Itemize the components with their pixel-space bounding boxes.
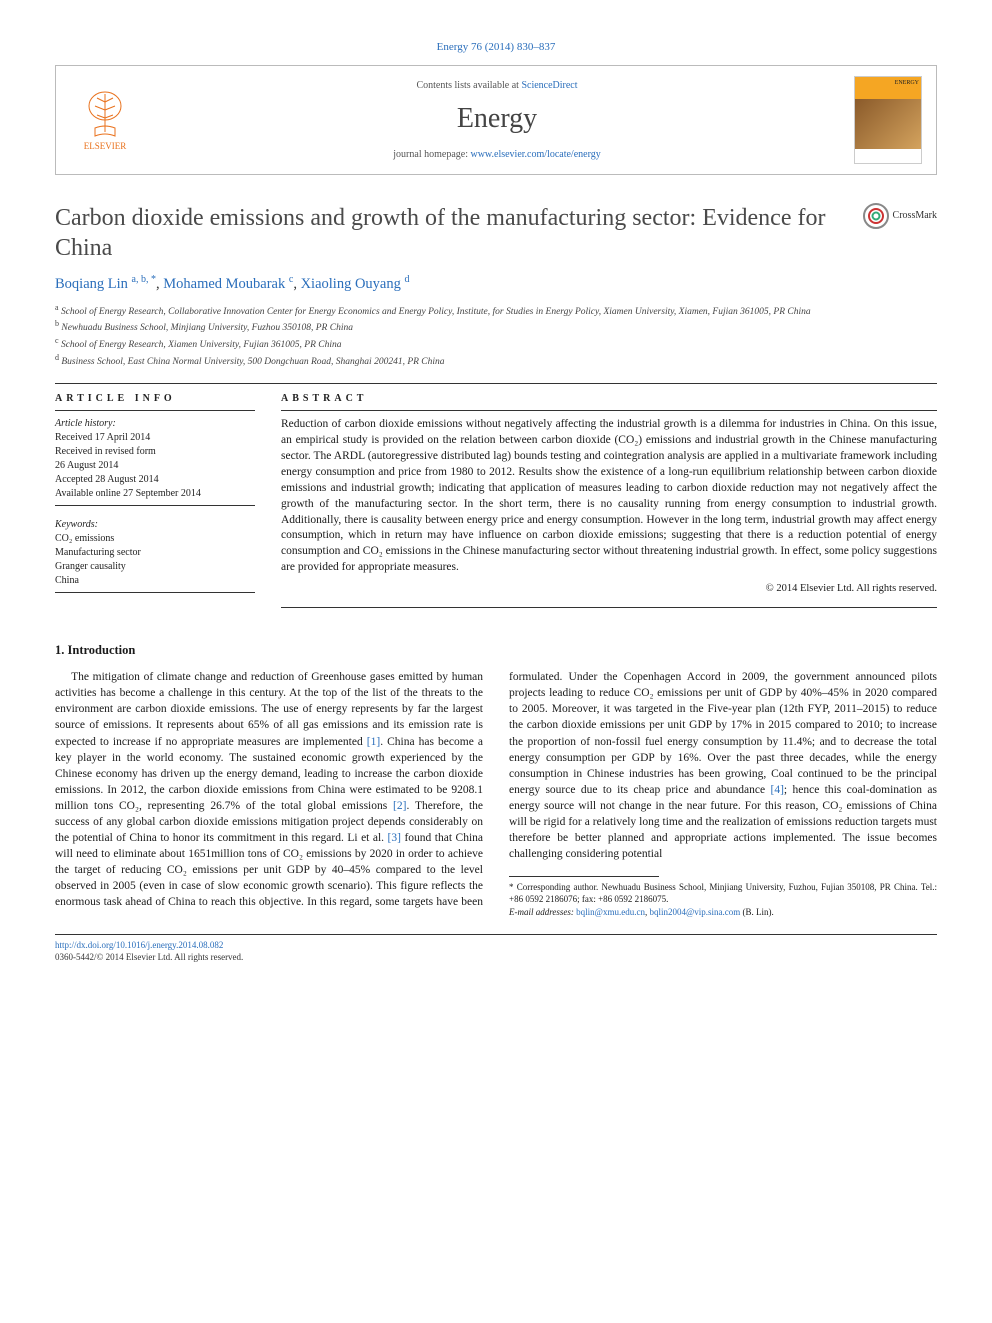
article-info-column: ARTICLE INFO Article history: Received 1…: [55, 392, 255, 613]
elsevier-logo: ELSEVIER: [70, 81, 140, 159]
divider: [55, 383, 937, 384]
journal-header-box: ELSEVIER Contents lists available at Sci…: [55, 65, 937, 175]
footer-divider: [55, 934, 937, 935]
history-item: Accepted 28 August 2014: [55, 474, 159, 485]
homepage-line: journal homepage: www.elsevier.com/locat…: [154, 148, 840, 162]
body-text: The mitigation of climate change and red…: [55, 669, 937, 918]
contents-line: Contents lists available at ScienceDirec…: [154, 79, 840, 93]
keyword: Granger causality: [55, 561, 126, 572]
footer: http://dx.doi.org/10.1016/j.energy.2014.…: [55, 939, 937, 964]
keyword: China: [55, 575, 79, 586]
crossmark-label: CrossMark: [893, 209, 937, 223]
footnote-divider: [509, 876, 659, 877]
corresponding-footnote: * Corresponding author. Newhuadu Busines…: [509, 881, 937, 917]
author-link[interactable]: Boqiang Lin: [55, 276, 128, 292]
divider: [55, 505, 255, 506]
history-label: Article history:: [55, 418, 116, 429]
article-title: Carbon dioxide emissions and growth of t…: [55, 203, 849, 263]
divider: [55, 410, 255, 411]
doi-link[interactable]: http://dx.doi.org/10.1016/j.energy.2014.…: [55, 940, 223, 950]
affiliation-list: a School of Energy Research, Collaborati…: [55, 303, 937, 370]
citation-link[interactable]: [3]: [388, 832, 401, 844]
crossmark-badge[interactable]: CrossMark: [863, 203, 937, 229]
history-item: 26 August 2014: [55, 460, 118, 471]
copyright-line: © 2014 Elsevier Ltd. All rights reserved…: [281, 582, 937, 597]
history-item: Available online 27 September 2014: [55, 488, 201, 499]
email-link[interactable]: bqlin@xmu.edu.cn: [576, 907, 645, 917]
email-link[interactable]: bqlin2004@vip.sina.com: [649, 907, 740, 917]
history-item: Received 17 April 2014: [55, 432, 150, 443]
issn-line: 0360-5442/© 2014 Elsevier Ltd. All right…: [55, 952, 243, 962]
author-list: Boqiang Lin a, b, *, Mohamed Moubarak c,…: [55, 273, 937, 294]
divider: [55, 592, 255, 593]
section-heading: 1. Introduction: [55, 642, 937, 660]
divider: [281, 410, 937, 411]
author-link[interactable]: Xiaoling Ouyang: [301, 276, 401, 292]
article-info-heading: ARTICLE INFO: [55, 392, 255, 406]
abstract-text: Reduction of carbon dioxide emissions wi…: [281, 417, 937, 576]
history-item: Received in revised form: [55, 446, 156, 457]
keyword: CO₂ emissions: [55, 533, 114, 544]
journal-homepage-link[interactable]: www.elsevier.com/locate/energy: [470, 149, 600, 160]
citation-line: Energy 76 (2014) 830–837: [55, 40, 937, 55]
elsevier-tree-icon: [81, 88, 129, 140]
keywords-label: Keywords:: [55, 519, 98, 530]
divider: [281, 607, 937, 608]
journal-cover-thumb: ENERGY: [854, 76, 922, 164]
crossmark-icon: [863, 203, 889, 229]
sciencedirect-link[interactable]: ScienceDirect: [521, 80, 577, 91]
abstract-heading: ABSTRACT: [281, 392, 937, 406]
publisher-name: ELSEVIER: [84, 140, 127, 153]
citation-link[interactable]: [2]: [393, 800, 406, 812]
journal-name: Energy: [154, 99, 840, 138]
author-link[interactable]: Mohamed Moubarak: [163, 276, 285, 292]
citation-link[interactable]: [1]: [367, 736, 380, 748]
keyword: Manufacturing sector: [55, 547, 141, 558]
abstract-column: ABSTRACT Reduction of carbon dioxide emi…: [281, 392, 937, 613]
citation-link[interactable]: [4]: [770, 784, 783, 796]
